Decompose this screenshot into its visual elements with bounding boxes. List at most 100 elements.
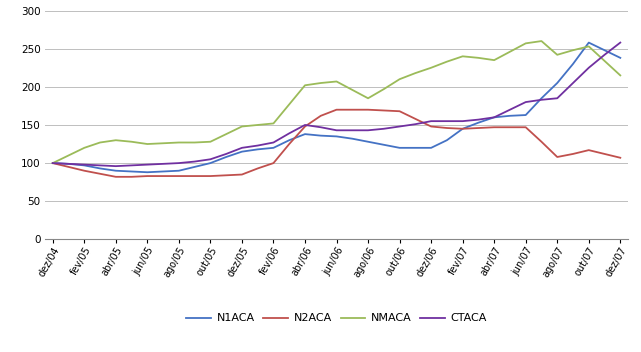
- N2ACA: [144, 174, 151, 178]
- N1ACA: [65, 162, 72, 166]
- NMACA: [617, 73, 624, 77]
- NMACA: [49, 161, 56, 165]
- CTACA: [112, 164, 120, 168]
- N1ACA: [380, 143, 388, 147]
- N2ACA: [206, 174, 214, 178]
- NMACA: [333, 79, 340, 83]
- CTACA: [270, 140, 278, 145]
- N2ACA: [601, 152, 608, 156]
- Line: CTACA: CTACA: [53, 43, 620, 166]
- CTACA: [159, 162, 167, 166]
- N1ACA: [349, 137, 356, 141]
- CTACA: [617, 40, 624, 45]
- N1ACA: [412, 146, 419, 150]
- CTACA: [553, 96, 561, 100]
- N2ACA: [238, 172, 246, 177]
- CTACA: [285, 131, 293, 136]
- CTACA: [474, 118, 482, 122]
- N1ACA: [128, 169, 135, 174]
- N2ACA: [112, 175, 120, 179]
- N2ACA: [553, 155, 561, 159]
- Line: NMACA: NMACA: [53, 41, 620, 163]
- N1ACA: [428, 146, 435, 150]
- CTACA: [80, 163, 88, 167]
- NMACA: [80, 146, 88, 150]
- N1ACA: [159, 169, 167, 174]
- N2ACA: [443, 126, 451, 130]
- N1ACA: [317, 133, 324, 138]
- N1ACA: [395, 146, 403, 150]
- N1ACA: [585, 40, 593, 45]
- N2ACA: [96, 172, 104, 176]
- NMACA: [112, 138, 120, 142]
- N2ACA: [395, 109, 403, 113]
- NMACA: [175, 140, 183, 145]
- NMACA: [459, 54, 467, 58]
- NMACA: [65, 153, 72, 158]
- NMACA: [443, 59, 451, 64]
- N1ACA: [617, 56, 624, 60]
- NMACA: [538, 39, 545, 43]
- N1ACA: [144, 170, 151, 174]
- NMACA: [144, 142, 151, 146]
- NMACA: [428, 65, 435, 70]
- N2ACA: [522, 125, 529, 129]
- NMACA: [317, 81, 324, 85]
- NMACA: [238, 124, 246, 128]
- N1ACA: [191, 165, 199, 169]
- CTACA: [364, 128, 372, 132]
- N1ACA: [80, 163, 88, 168]
- CTACA: [317, 125, 324, 129]
- NMACA: [490, 58, 498, 62]
- N1ACA: [270, 146, 278, 150]
- NMACA: [349, 88, 356, 92]
- N1ACA: [474, 120, 482, 125]
- NMACA: [585, 44, 593, 49]
- N2ACA: [49, 161, 56, 165]
- N1ACA: [333, 134, 340, 138]
- N1ACA: [601, 48, 608, 52]
- N1ACA: [206, 161, 214, 165]
- N1ACA: [301, 132, 309, 136]
- N1ACA: [238, 150, 246, 154]
- NMACA: [222, 132, 230, 136]
- N2ACA: [380, 108, 388, 113]
- NMACA: [522, 41, 529, 45]
- N2ACA: [428, 124, 435, 128]
- NMACA: [191, 140, 199, 145]
- CTACA: [144, 163, 151, 167]
- N1ACA: [96, 166, 104, 170]
- N2ACA: [301, 124, 309, 128]
- N1ACA: [222, 155, 230, 159]
- NMACA: [270, 121, 278, 126]
- N1ACA: [364, 140, 372, 144]
- N2ACA: [364, 108, 372, 112]
- N1ACA: [49, 161, 56, 165]
- CTACA: [490, 115, 498, 119]
- N1ACA: [175, 169, 183, 173]
- CTACA: [349, 128, 356, 132]
- NMACA: [206, 140, 214, 144]
- N1ACA: [459, 127, 467, 131]
- N1ACA: [285, 138, 293, 142]
- CTACA: [428, 119, 435, 123]
- CTACA: [538, 98, 545, 102]
- CTACA: [191, 159, 199, 164]
- N2ACA: [585, 148, 593, 152]
- N2ACA: [506, 125, 514, 129]
- CTACA: [222, 152, 230, 156]
- NMACA: [254, 123, 262, 127]
- N2ACA: [222, 173, 230, 177]
- CTACA: [254, 144, 262, 148]
- N2ACA: [128, 175, 135, 179]
- N2ACA: [490, 125, 498, 129]
- N2ACA: [270, 161, 278, 165]
- N2ACA: [412, 117, 419, 121]
- CTACA: [175, 161, 183, 165]
- N1ACA: [506, 114, 514, 118]
- NMACA: [285, 102, 293, 106]
- CTACA: [443, 119, 451, 123]
- CTACA: [65, 162, 72, 166]
- Legend: N1ACA, N2ACA, NMACA, CTACA: N1ACA, N2ACA, NMACA, CTACA: [182, 309, 491, 328]
- N1ACA: [254, 147, 262, 151]
